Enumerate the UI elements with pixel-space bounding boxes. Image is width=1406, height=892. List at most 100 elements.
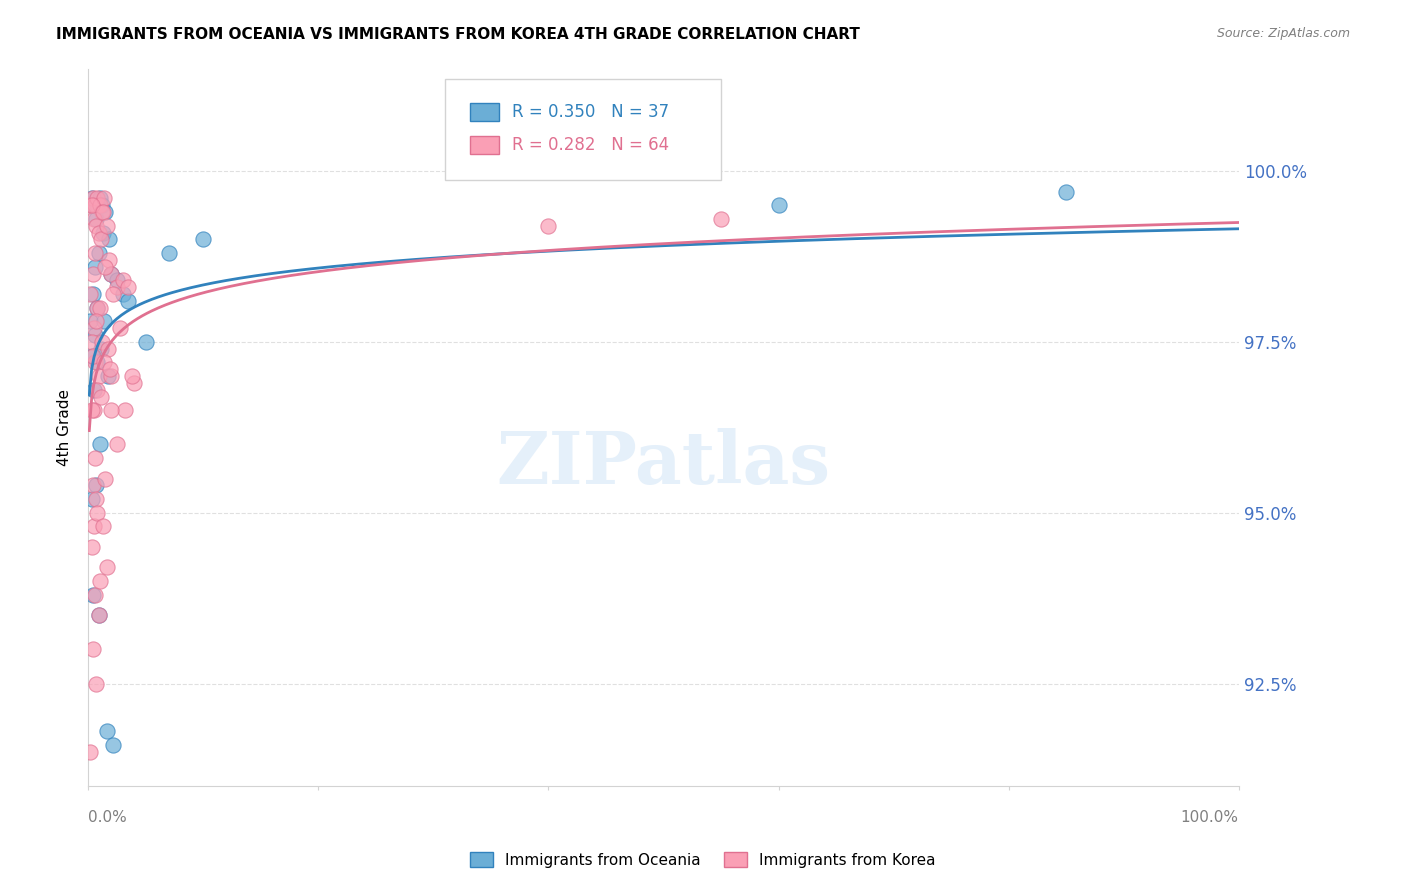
Point [82,287,104,301]
Point [82,588,104,602]
Point [97,369,120,384]
Point [100,267,122,281]
Point [105,273,128,287]
Point [82,349,104,363]
Point [94,472,117,486]
Point [86,301,108,315]
Point [82,191,104,205]
Point [135,334,157,349]
Point [91,519,114,533]
Point [1054,185,1077,199]
Point [90,390,112,404]
Point [80,403,103,417]
Point [97,252,120,267]
Y-axis label: 4th Grade: 4th Grade [58,389,72,466]
Point [83,321,105,335]
Text: ZIPatlas: ZIPatlas [496,427,831,499]
Point [86,301,108,315]
Point [117,293,139,308]
Point [83,198,105,212]
Point [84,219,107,233]
Point [94,205,117,219]
Text: Source: ZipAtlas.com: Source: ZipAtlas.com [1216,27,1350,40]
Point [100,267,122,281]
Point [110,321,132,335]
Point [84,314,107,328]
Point [87,226,110,240]
Point [87,608,110,623]
Point [89,574,111,588]
Point [86,198,108,212]
Text: R = 0.350   N = 37: R = 0.350 N = 37 [512,103,669,120]
Point [768,198,790,212]
Point [193,232,215,246]
Point [82,267,104,281]
FancyBboxPatch shape [470,103,499,120]
Point [84,676,107,690]
Point [79,314,101,328]
Point [83,403,105,417]
Point [122,376,145,390]
Legend: Immigrants from Oceania, Immigrants from Korea: Immigrants from Oceania, Immigrants from… [463,844,943,875]
Point [105,437,128,451]
Text: R = 0.282   N = 64: R = 0.282 N = 64 [512,136,669,154]
Point [79,198,101,212]
Point [100,403,122,417]
Point [84,260,107,274]
Point [80,334,103,349]
Point [157,246,180,260]
Point [91,226,114,240]
Point [96,560,118,574]
Point [84,198,107,212]
Point [89,191,111,205]
Point [89,301,111,315]
Point [84,588,107,602]
FancyBboxPatch shape [470,136,499,154]
Point [80,540,103,554]
Point [84,451,107,466]
Point [87,369,110,384]
Point [91,205,114,219]
Point [87,246,110,260]
Text: 0.0%: 0.0% [89,810,127,825]
Point [111,287,134,301]
FancyBboxPatch shape [444,79,721,180]
Point [84,492,107,507]
Point [80,198,103,212]
Point [121,369,143,384]
Point [80,191,103,205]
Point [86,383,108,397]
Point [90,232,112,246]
Point [94,260,117,274]
Point [86,355,108,369]
Point [91,198,114,212]
Point [82,642,104,657]
Point [117,280,139,294]
Point [91,205,114,219]
Point [79,745,101,759]
Point [83,383,105,397]
Point [96,219,118,233]
Point [84,328,107,343]
Point [91,334,114,349]
Point [93,191,115,205]
Point [97,232,120,246]
Point [83,211,105,226]
Point [82,478,104,492]
Point [93,355,115,369]
Point [84,211,107,226]
Point [96,724,118,739]
Point [98,362,121,376]
Point [80,349,103,363]
Point [710,211,733,226]
Point [537,219,560,233]
Point [105,280,128,294]
Point [86,506,108,520]
Point [89,198,111,212]
Point [97,342,120,356]
Point [84,355,107,369]
Point [87,608,110,623]
Point [90,342,112,356]
Point [79,287,101,301]
Point [103,738,125,752]
